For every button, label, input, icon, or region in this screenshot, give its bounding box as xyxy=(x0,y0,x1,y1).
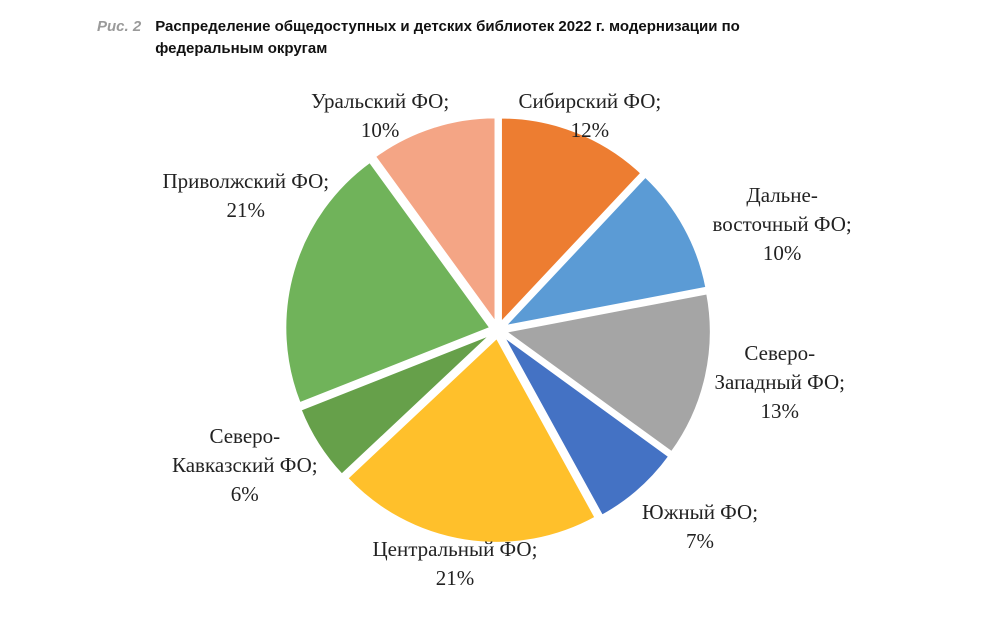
slice-label-line: Дальне- xyxy=(746,182,818,207)
slice-label-line: Западный ФО; xyxy=(714,369,846,394)
slice-label-1: Сибирский ФО; 12% xyxy=(519,87,662,145)
pie-slice-1 xyxy=(499,116,643,326)
pie-slice-8 xyxy=(373,116,497,326)
slice-label-line: 10% xyxy=(762,240,802,265)
slice-label-8: Уральский ФО; 10% xyxy=(311,87,449,145)
figure-title: Распределение общедоступных и детских би… xyxy=(155,18,740,57)
pie-slice-2 xyxy=(502,175,708,328)
slice-label-line: 21% xyxy=(226,198,266,222)
pie-slice-6 xyxy=(299,333,492,477)
figure-number: Рис. 2 xyxy=(97,18,142,35)
slice-label-line: 12% xyxy=(570,118,610,142)
slice-label-line: Южный ФО; xyxy=(642,500,759,524)
slice-label-3: Северо- Западный ФО; 13% xyxy=(715,339,846,426)
slice-label-2: Дальне-восточный ФО; 10% xyxy=(713,181,852,268)
slice-label-line: Уральский ФО; xyxy=(311,89,450,113)
slice-label-line: Приволжский ФО; xyxy=(162,169,330,193)
slice-label-6: Северо- Кавказский ФО; 6% xyxy=(172,422,318,509)
pie-slice-5 xyxy=(345,336,597,544)
slice-label-line: 10% xyxy=(360,118,400,142)
slice-label-7: Приволжский ФО; 21% xyxy=(163,167,330,225)
figure-caption: Рис. 2 Распределение общедоступных и дет… xyxy=(97,16,805,60)
slice-label-line: Центральный ФО; xyxy=(372,537,538,561)
slice-label-line: восточный ФО; xyxy=(712,211,852,236)
pie-slice-7 xyxy=(284,160,492,405)
pie-slice-3 xyxy=(503,292,712,454)
slice-label-5: Центральный ФО; 21% xyxy=(373,535,538,593)
slice-label-line: 6% xyxy=(230,481,259,506)
slice-label-line: 21% xyxy=(435,566,475,590)
slice-label-line: Северо- xyxy=(744,340,816,365)
slice-label-4: Южный ФО; 7% xyxy=(642,498,758,556)
pie-slices xyxy=(284,116,712,544)
slice-label-line: Северо- xyxy=(209,423,281,448)
slice-label-line: 13% xyxy=(760,398,800,423)
slice-label-line: 7% xyxy=(686,529,715,553)
pie-slice-4 xyxy=(502,335,671,518)
slice-label-line: Кавказский ФО; xyxy=(172,452,318,477)
slice-label-line: Сибирский ФО; xyxy=(518,89,662,113)
